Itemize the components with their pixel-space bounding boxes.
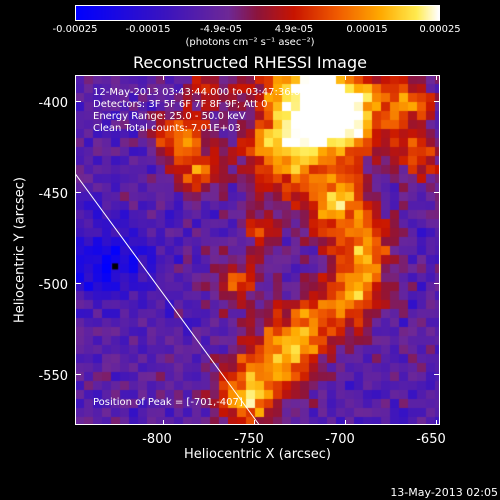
annotation-time: 12-May-2013 03:43:44.000 to 03:47:36.000 (93, 87, 313, 98)
axis-tick-mark (436, 420, 438, 425)
axis-tick-mark (345, 75, 347, 80)
heatmap-image (75, 75, 440, 425)
y-axis-label: Heliocentric Y (arcsec) (12, 177, 28, 323)
overlay (75, 173, 260, 425)
axis-tick-mark (162, 420, 164, 425)
x-tick-label: -650 (416, 432, 446, 447)
colorbar-tick: -4.9e-05 (200, 24, 242, 35)
axis-tick-mark (345, 420, 347, 425)
x-tick-label: -700 (325, 432, 355, 447)
axis-tick-mark (162, 75, 164, 80)
timestamp-footer: 13-May-2013 02:05 (390, 486, 498, 499)
colorbar-units: (photons cm⁻² s⁻¹ asec⁻²) (185, 37, 315, 48)
axis-tick-mark (253, 420, 255, 425)
annotation-energy: Energy Range: 25.0 - 50.0 keV (93, 111, 246, 122)
annotation-detectors: Detectors: 3F 5F 6F 7F 8F 9F; Att 0 (93, 99, 268, 110)
solar-limb-line (75, 173, 260, 425)
plot-area: 12-May-2013 03:43:44.000 to 03:47:36.000… (75, 75, 440, 425)
colorbar-tick: -0.00025 (52, 24, 98, 35)
peak-position-label: Position of Peak = [-701,-407] (93, 397, 243, 408)
axis-tick-mark (434, 100, 440, 102)
y-tick-label: -400 (38, 96, 68, 111)
axis-tick-mark (75, 191, 81, 193)
y-tick-label: -450 (38, 187, 68, 202)
annotation-block: 12-May-2013 03:43:44.000 to 03:47:36.000… (93, 87, 313, 135)
colorbar (75, 5, 440, 21)
annotation-counts: Clean Total counts: 7.01E+03 (93, 123, 241, 134)
colorbar-tick: 0.00025 (419, 24, 461, 35)
y-tick-label: -500 (38, 278, 68, 293)
colorbar-tick: -0.00015 (125, 24, 171, 35)
axis-tick-mark (434, 373, 440, 375)
colorbar-tick: 4.9e-05 (274, 24, 314, 35)
y-tick-label: -550 (38, 369, 68, 384)
axis-tick-mark (75, 282, 81, 284)
x-tick-label: -800 (142, 432, 172, 447)
axis-tick-mark (436, 75, 438, 80)
axis-tick-mark (75, 100, 81, 102)
x-tick-label: -750 (234, 432, 264, 447)
axis-tick-mark (434, 282, 440, 284)
axis-tick-mark (75, 373, 81, 375)
chart-title: Reconstructed RHESSI Image (133, 53, 367, 72)
axis-tick-mark (434, 191, 440, 193)
axis-tick-mark (253, 75, 255, 80)
x-axis-label: Heliocentric X (arcsec) (184, 447, 331, 462)
colorbar-tick: 0.00015 (346, 24, 388, 35)
